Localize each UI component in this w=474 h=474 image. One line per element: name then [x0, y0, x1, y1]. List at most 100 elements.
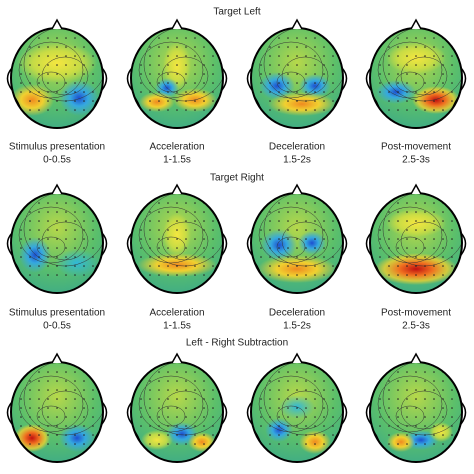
contour: [138, 206, 204, 264]
contour: [18, 41, 84, 99]
activity-blob: [299, 430, 331, 454]
ear: [221, 67, 228, 91]
panel-time: 1.5-2s: [283, 321, 311, 332]
ear: [101, 401, 108, 425]
head-map: [365, 183, 467, 294]
panel-label: Stimulus presentation: [9, 308, 105, 319]
contour: [276, 71, 306, 93]
contour: [395, 71, 425, 93]
ear: [365, 232, 372, 256]
contour: [395, 405, 425, 427]
contour: [156, 71, 186, 93]
panel-label: Post-movement: [381, 308, 451, 319]
activity-blob: [299, 74, 331, 98]
row-title: Target Right: [210, 173, 264, 184]
ear: [341, 232, 348, 256]
activity-blob: [374, 253, 458, 285]
contour: [258, 206, 324, 264]
row-title: Target Left: [213, 7, 260, 18]
panel-time: 2.5-3s: [402, 155, 430, 166]
panel-label: Deceleration: [269, 308, 325, 319]
nose: [410, 18, 422, 30]
contour: [23, 193, 103, 267]
contour: [382, 28, 462, 102]
activity-blob: [19, 237, 51, 273]
contour: [276, 236, 306, 258]
activity-blob: [163, 213, 191, 257]
panel-time: 0-0.5s: [43, 155, 71, 166]
contour: [143, 362, 223, 436]
ear: [460, 232, 467, 256]
contour: [36, 236, 66, 258]
panel-label: Deceleration: [269, 142, 325, 153]
contour: [18, 375, 84, 433]
panel-time: 1-1.5s: [163, 155, 191, 166]
panel-time: 1.5-2s: [283, 155, 311, 166]
head-map: [6, 183, 108, 294]
activity-blob: [14, 424, 50, 452]
contour: [258, 41, 324, 99]
map-fill: [131, 362, 223, 462]
nose: [291, 183, 303, 195]
contour: [138, 375, 204, 433]
ear: [126, 67, 133, 91]
panel-label: Acceleration: [149, 142, 204, 153]
nose: [51, 183, 63, 195]
ear: [221, 401, 228, 425]
head-map: [126, 183, 228, 294]
panel-label: Acceleration: [149, 308, 204, 319]
contour: [258, 375, 324, 433]
map-fill: [11, 362, 103, 462]
nose: [171, 352, 183, 364]
ear: [6, 401, 13, 425]
map-fill: [11, 193, 103, 293]
contour: [36, 405, 66, 427]
ear: [246, 232, 253, 256]
head-map: [6, 352, 108, 463]
nose: [171, 18, 183, 30]
nose: [51, 18, 63, 30]
activity-blob: [59, 424, 95, 452]
activity-blob: [412, 86, 460, 114]
ear: [460, 401, 467, 425]
head-map: [246, 183, 348, 294]
nose: [291, 352, 303, 364]
activity-blob: [257, 255, 337, 283]
activity-blob: [268, 92, 336, 116]
map-fill: [370, 28, 462, 128]
row-title: Left - Right Subtraction: [186, 338, 288, 349]
contour: [23, 362, 103, 436]
activity-blob: [188, 432, 216, 452]
ear: [101, 232, 108, 256]
ear: [101, 67, 108, 91]
activity-blob: [137, 253, 217, 277]
activity-blob: [259, 72, 295, 100]
contour: [138, 41, 204, 99]
contour: [23, 28, 103, 102]
panel-time: 0-0.5s: [43, 321, 71, 332]
head-map: [246, 352, 348, 463]
nose: [171, 183, 183, 195]
activity-blob: [387, 432, 415, 452]
panel-label: Stimulus presentation: [9, 142, 105, 153]
contour: [143, 28, 223, 102]
contour: [143, 193, 223, 267]
panel-time: 2.5-3s: [402, 321, 430, 332]
contour: [156, 236, 186, 258]
contour: [18, 206, 84, 264]
ear: [365, 401, 372, 425]
ear: [221, 232, 228, 256]
contour: [263, 193, 343, 267]
head-map: [126, 352, 228, 463]
nose: [410, 352, 422, 364]
ear: [365, 67, 372, 91]
activity-blob: [55, 249, 99, 277]
contour: [382, 362, 462, 436]
contour: [263, 362, 343, 436]
contour: [382, 193, 462, 267]
activity-blob: [59, 80, 99, 116]
contour: [276, 405, 306, 427]
head-map: [246, 18, 348, 129]
ear: [126, 232, 133, 256]
